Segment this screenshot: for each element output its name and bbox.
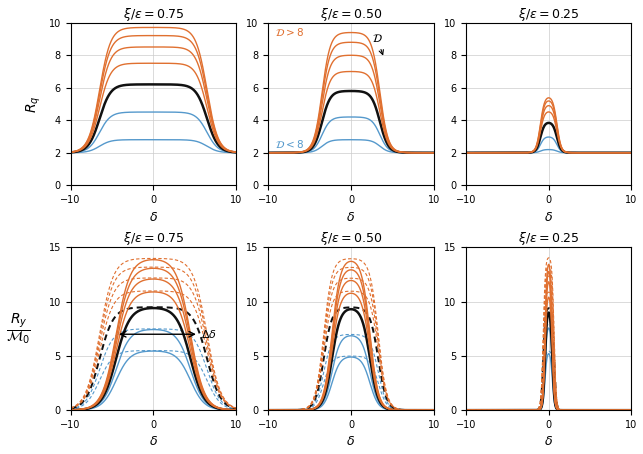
Title: $\xi/\varepsilon = 0.75$: $\xi/\varepsilon = 0.75$ [123,5,184,23]
Title: $\xi/\varepsilon = 0.75$: $\xi/\varepsilon = 0.75$ [123,231,184,247]
Text: $\Delta\delta$: $\Delta\delta$ [201,328,217,340]
Title: $\xi/\varepsilon = 0.25$: $\xi/\varepsilon = 0.25$ [518,5,579,23]
X-axis label: $\delta$: $\delta$ [544,435,553,449]
Title: $\xi/\varepsilon = 0.25$: $\xi/\varepsilon = 0.25$ [518,231,579,247]
X-axis label: $\delta$: $\delta$ [544,211,553,223]
X-axis label: $\delta$: $\delta$ [347,211,356,223]
X-axis label: $\delta$: $\delta$ [149,211,158,223]
Title: $\xi/\varepsilon = 0.50$: $\xi/\varepsilon = 0.50$ [320,231,382,247]
Text: $\mathcal{D} > 8$: $\mathcal{D} > 8$ [275,25,304,38]
Y-axis label: $\dfrac{R_y}{\mathcal{M}_0}$: $\dfrac{R_y}{\mathcal{M}_0}$ [6,312,30,346]
Y-axis label: $R_q$: $R_q$ [25,95,43,113]
Title: $\xi/\varepsilon = 0.50$: $\xi/\varepsilon = 0.50$ [320,5,382,23]
Text: $\mathcal{D} < 8$: $\mathcal{D} < 8$ [275,138,304,150]
Text: $\mathcal{D}$: $\mathcal{D}$ [372,32,383,54]
X-axis label: $\delta$: $\delta$ [347,435,356,449]
X-axis label: $\delta$: $\delta$ [149,435,158,449]
